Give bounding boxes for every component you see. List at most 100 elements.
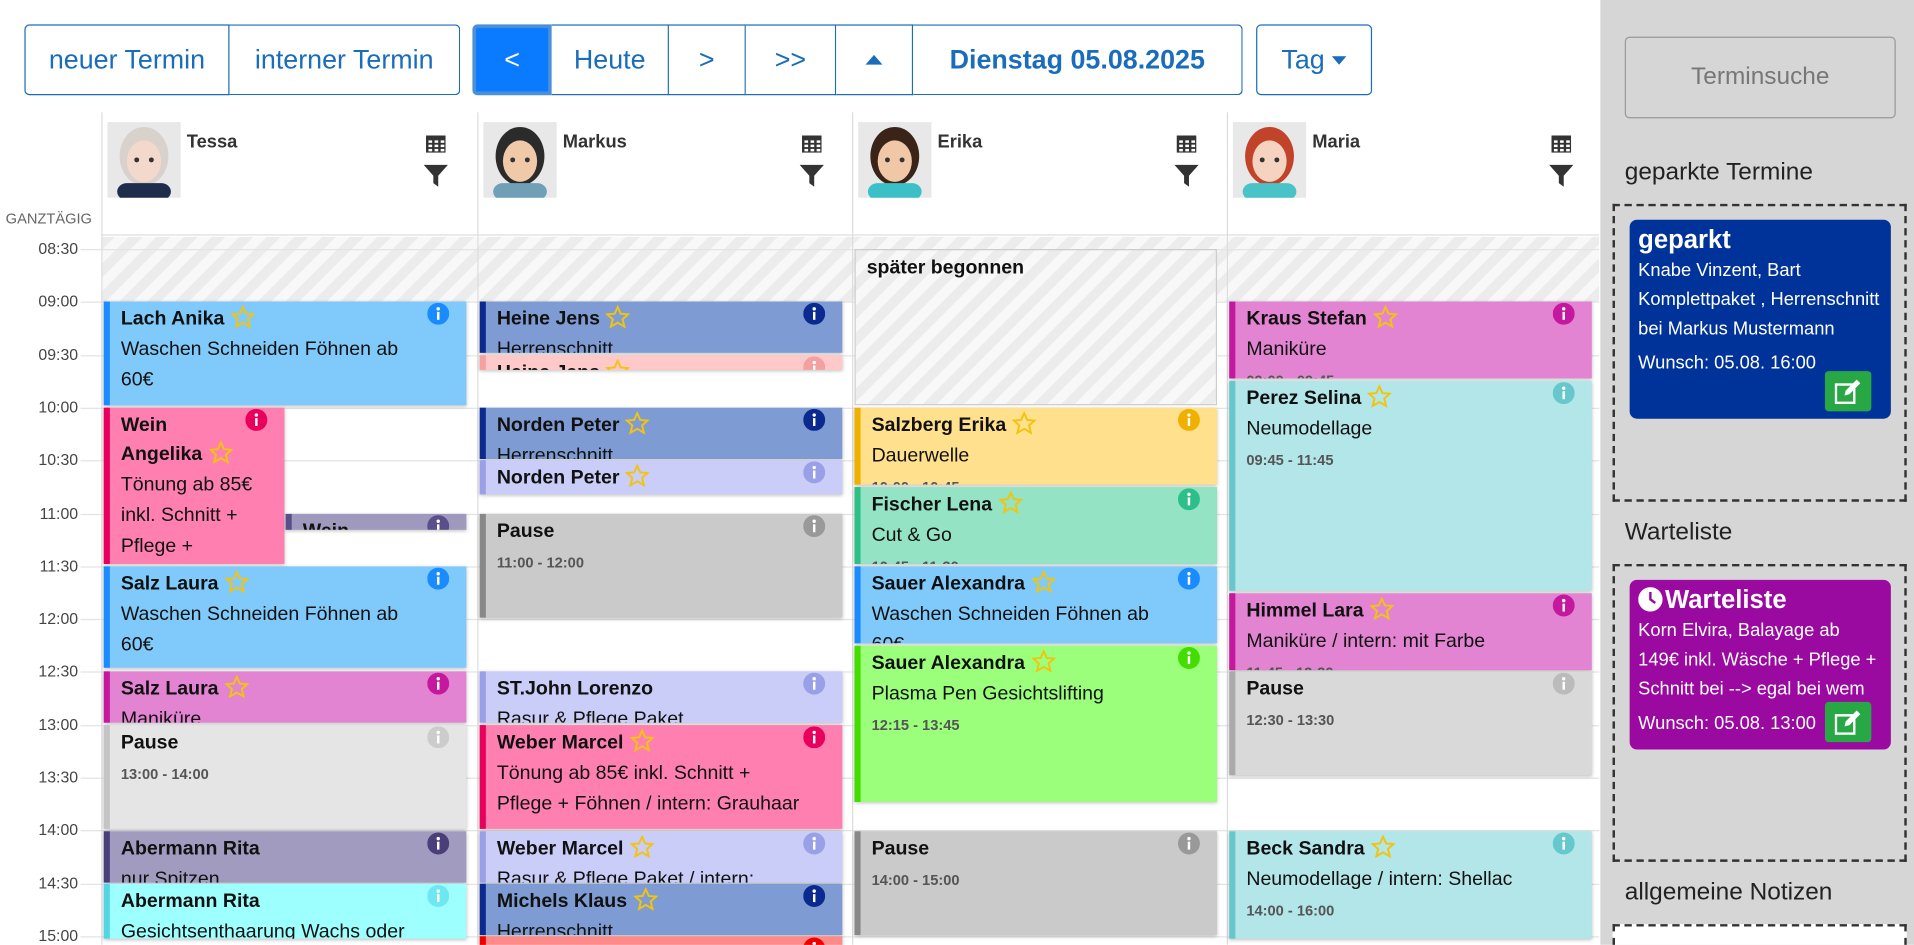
icon-part [1562, 307, 1566, 311]
appointment[interactable]: ST.John Lorenzo Rasur & Pflege Paket [479, 671, 843, 723]
filter-icon [1174, 164, 1199, 187]
appointment[interactable]: später begonnen [854, 249, 1218, 406]
caret-up-icon [865, 54, 883, 65]
icon-part [812, 941, 816, 945]
date-display[interactable]: Dienstag 05.08.2025 [913, 24, 1243, 96]
appointment[interactable]: Pause 12:30 - 13:30 [1229, 671, 1592, 776]
nav-button[interactable]: Heute [551, 24, 669, 96]
icon-part [1566, 140, 1570, 143]
time-label: 14:00 [38, 820, 79, 839]
waitlist-card-title: Warteliste [1638, 585, 1882, 617]
icon-part [224, 569, 250, 594]
appointment[interactable]: Abermann Rita nur Spitzen [103, 831, 467, 883]
appointment[interactable]: Wein Angelika Tönung ab 85€ inkl. Schnitt… [103, 407, 285, 564]
appointment[interactable]: Himmel Lara Maniküre / intern: mit Farbe 1… [1229, 593, 1592, 671]
appointment[interactable]: Abermann Rita Gesichtsenthaarung Wachs od… [103, 883, 467, 939]
appointment-service: Rasur & Pflege Paket / intern: [496, 869, 755, 883]
icon-part [437, 524, 440, 530]
info-icon [1177, 832, 1200, 855]
info-icon [427, 726, 450, 749]
staff-name: Erika [937, 131, 983, 153]
client-name: Heine Jens [497, 363, 600, 370]
appointment[interactable]: Sauer Alexandra Plasma Pen Gesichtsliftin… [854, 645, 1218, 802]
icon-part [867, 183, 922, 198]
appointment-name: Wein Angelika [121, 411, 253, 470]
icon-part [1185, 140, 1189, 143]
appointment[interactable]: Lach Anika Waschen Schneiden Föhnen ab 60… [103, 301, 467, 406]
appointment[interactable]: Weber Marcel Tönung ab 85€ inkl. Schnitt … [479, 725, 843, 829]
calendar-icon [801, 135, 822, 153]
appointment[interactable]: Norden Peter Herrenschnitt [479, 407, 843, 459]
appointment[interactable]: Salz Laura Maniküre [103, 671, 467, 723]
parked-card[interactable]: geparkt Knabe Vinzent, Bart Komplettpaket… [1629, 219, 1891, 419]
favorite-star [224, 674, 250, 699]
appointment[interactable]: Michels Klaus [479, 936, 843, 945]
icon-part [812, 730, 816, 735]
appointment-time: 09:45 - 11:45 [1246, 451, 1334, 469]
appointment-time: 10:45 - 11:30 [872, 558, 1186, 564]
appointment-service: Herrenschnitt [496, 339, 613, 353]
icon-part [434, 144, 439, 148]
nav-button[interactable]: >> [745, 24, 837, 96]
icon-part [117, 183, 171, 198]
appointment[interactable]: Perez Selina Neumodellage 09:45 - 11:45 [1229, 380, 1592, 591]
appointment[interactable]: Salzberg Erika Dauerwelle 10:00 - 10:45 [854, 407, 1218, 485]
collapse-button[interactable] [836, 24, 914, 96]
icon-part [437, 681, 440, 690]
icon-part [605, 304, 631, 329]
calendar-icon [1176, 135, 1197, 153]
time-label: 12:30 [38, 662, 79, 681]
icon-part [812, 524, 816, 533]
info-icon [803, 408, 826, 431]
icon-part [804, 144, 809, 148]
nav-button[interactable]: < [472, 24, 552, 96]
info-icon [803, 461, 826, 484]
time-label: 14:30 [38, 873, 79, 892]
edit-button[interactable] [1824, 701, 1872, 743]
toolbar-button[interactable]: neuer Termin [24, 24, 230, 96]
appointment[interactable]: Weber Marcel Rasur & Pflege Paket / inter… [479, 831, 843, 883]
appointment-time: 13:00 - 14:00 [120, 765, 209, 783]
appointment[interactable]: Michels Klaus Herrenschnitt [479, 883, 843, 936]
toolbar-button[interactable]: interner Termin [229, 24, 461, 96]
edit-button[interactable] [1824, 371, 1872, 412]
appointment[interactable]: Beck Sandra Neumodellage / intern: Shella… [1229, 831, 1592, 939]
appointment[interactable]: Wein Angelika [285, 513, 467, 530]
appointment[interactable]: Heine Jens [479, 355, 843, 370]
icon-part [436, 889, 440, 893]
icon-part [423, 164, 448, 187]
icon-part [436, 836, 440, 841]
icon-part [812, 311, 816, 320]
info-icon [803, 672, 826, 695]
icon-part [436, 307, 440, 311]
icon-part [1176, 135, 1197, 153]
client-name: Himmel Lara [1246, 600, 1364, 622]
appointment[interactable]: Pause 13:00 - 14:00 [103, 725, 467, 829]
icon-part [816, 148, 821, 152]
favorite-star [625, 463, 651, 488]
icon-part [255, 418, 258, 427]
appointment[interactable]: Norden Peter [479, 460, 843, 495]
appointment[interactable]: Fischer Lena Cut & Go 10:45 - 11:30 [854, 487, 1218, 564]
search-button[interactable]: Terminsuche [1624, 36, 1896, 119]
icon-part [224, 674, 250, 699]
view-dropdown[interactable]: Tag [1256, 24, 1373, 96]
icon-part [1191, 144, 1196, 148]
appointment[interactable]: Sauer Alexandra Waschen Schneiden Föhnen … [854, 566, 1218, 644]
client-name: Salz Laura [120, 678, 219, 700]
icon-part [1560, 148, 1564, 152]
appointment-service: Tönung ab 85€ inkl. Schnitt + Pflege + F… [496, 762, 800, 815]
icon-part [1834, 382, 1856, 404]
appointment[interactable]: Kraus Stefan Maniküre 09:00 - 09:45 [1229, 301, 1592, 379]
client-name: Pause [120, 732, 179, 754]
appointment[interactable]: Pause 14:00 - 15:00 [854, 831, 1218, 936]
icon-part [1242, 183, 1297, 198]
allday-divider [101, 234, 1600, 236]
waitlist-card[interactable]: Warteliste Korn Elvira, Balayage ab 149€ … [1629, 579, 1891, 750]
appointment[interactable]: Pause 11:00 - 12:00 [479, 513, 843, 618]
staff-name: Maria [1312, 131, 1361, 153]
appointment[interactable]: Salz Laura Waschen Schneiden Föhnen ab 60… [103, 566, 467, 668]
nav-button[interactable]: > [668, 24, 746, 96]
appointment[interactable]: Heine Jens Herrenschnitt [479, 301, 843, 353]
icon-part [428, 140, 433, 143]
